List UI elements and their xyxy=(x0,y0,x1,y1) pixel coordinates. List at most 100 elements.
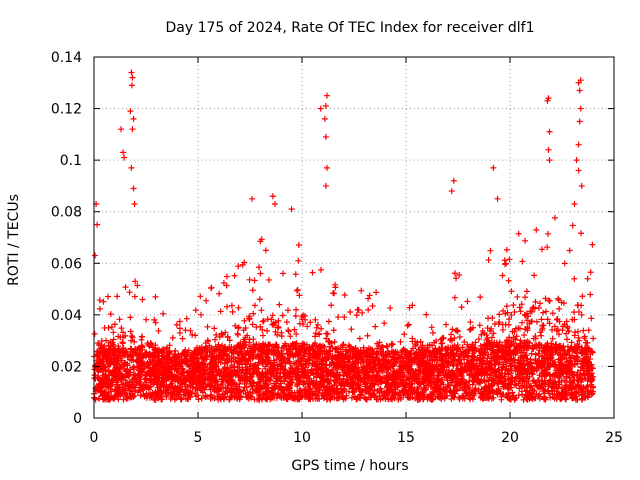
data-point xyxy=(509,378,516,385)
data-point xyxy=(290,343,297,350)
data-point xyxy=(432,393,439,400)
data-point xyxy=(108,388,115,395)
data-point xyxy=(438,395,445,402)
data-point xyxy=(228,350,235,357)
data-point xyxy=(147,372,154,379)
data-point xyxy=(130,357,137,364)
data-point xyxy=(304,323,311,330)
data-point xyxy=(333,346,340,353)
data-point xyxy=(407,351,414,358)
data-point xyxy=(305,361,312,368)
data-point xyxy=(118,372,125,379)
data-point xyxy=(523,395,530,402)
data-point xyxy=(291,367,298,374)
data-point xyxy=(230,371,237,378)
data-point xyxy=(556,365,563,372)
data-point xyxy=(232,348,239,355)
data-point xyxy=(193,393,200,400)
data-point xyxy=(226,355,233,362)
data-point xyxy=(448,395,455,402)
data-point xyxy=(260,317,267,324)
data-point xyxy=(521,365,528,372)
data-point xyxy=(479,327,486,334)
data-point xyxy=(138,333,145,340)
data-point xyxy=(579,358,586,365)
data-point xyxy=(199,385,206,392)
data-point xyxy=(273,378,280,385)
data-point xyxy=(555,297,562,304)
data-point xyxy=(564,392,571,399)
data-point xyxy=(541,395,548,402)
data-point xyxy=(457,352,464,359)
data-point xyxy=(227,364,234,371)
data-point xyxy=(459,344,466,351)
data-point xyxy=(517,376,524,383)
data-point xyxy=(268,387,275,394)
data-point xyxy=(524,338,531,345)
data-point xyxy=(153,349,160,356)
data-point xyxy=(544,316,551,323)
data-point xyxy=(403,380,410,387)
data-point xyxy=(183,315,190,322)
data-point xyxy=(456,394,463,401)
data-point xyxy=(368,351,375,358)
data-point xyxy=(521,384,528,391)
data-point xyxy=(515,365,522,372)
data-point xyxy=(535,305,542,312)
data-point xyxy=(187,388,194,395)
data-point xyxy=(538,342,545,349)
data-point xyxy=(584,339,591,346)
data-point xyxy=(363,346,370,353)
data-point xyxy=(559,345,566,352)
data-point xyxy=(539,353,546,360)
data-point xyxy=(535,352,542,359)
data-point xyxy=(138,368,145,375)
data-point xyxy=(120,346,127,353)
data-point xyxy=(244,361,251,368)
data-point xyxy=(313,379,320,386)
data-point xyxy=(377,377,384,384)
data-point xyxy=(257,270,264,277)
data-point xyxy=(428,392,435,399)
data-point xyxy=(521,332,528,339)
data-point xyxy=(364,363,371,370)
data-point xyxy=(257,323,264,330)
data-point xyxy=(425,366,432,373)
data-point xyxy=(437,389,444,396)
data-point xyxy=(129,388,136,395)
data-point xyxy=(303,341,310,348)
data-point xyxy=(167,396,174,403)
data-point xyxy=(100,298,107,305)
data-point xyxy=(211,325,218,332)
data-point xyxy=(203,297,210,304)
data-point xyxy=(309,343,316,350)
data-point xyxy=(199,359,206,366)
data-point xyxy=(238,375,245,382)
data-point xyxy=(423,371,430,378)
data-point xyxy=(326,347,333,354)
data-point xyxy=(383,360,390,367)
data-point xyxy=(546,297,553,304)
data-point xyxy=(538,332,545,339)
data-point xyxy=(127,328,134,335)
data-point xyxy=(264,343,271,350)
data-point xyxy=(488,365,495,372)
data-point xyxy=(417,357,424,364)
data-point xyxy=(518,301,525,308)
data-point xyxy=(178,377,185,384)
data-point xyxy=(505,277,512,284)
data-point xyxy=(240,387,247,394)
data-point xyxy=(490,388,497,395)
data-point xyxy=(271,392,278,399)
data-point xyxy=(462,349,469,356)
data-point xyxy=(470,365,477,372)
data-point xyxy=(249,348,256,355)
data-point xyxy=(517,308,524,315)
data-point xyxy=(224,334,231,341)
data-point xyxy=(359,309,366,316)
data-point xyxy=(163,392,170,399)
data-point xyxy=(122,360,129,367)
data-point xyxy=(116,316,123,323)
data-point xyxy=(109,381,116,388)
data-point xyxy=(493,371,500,378)
